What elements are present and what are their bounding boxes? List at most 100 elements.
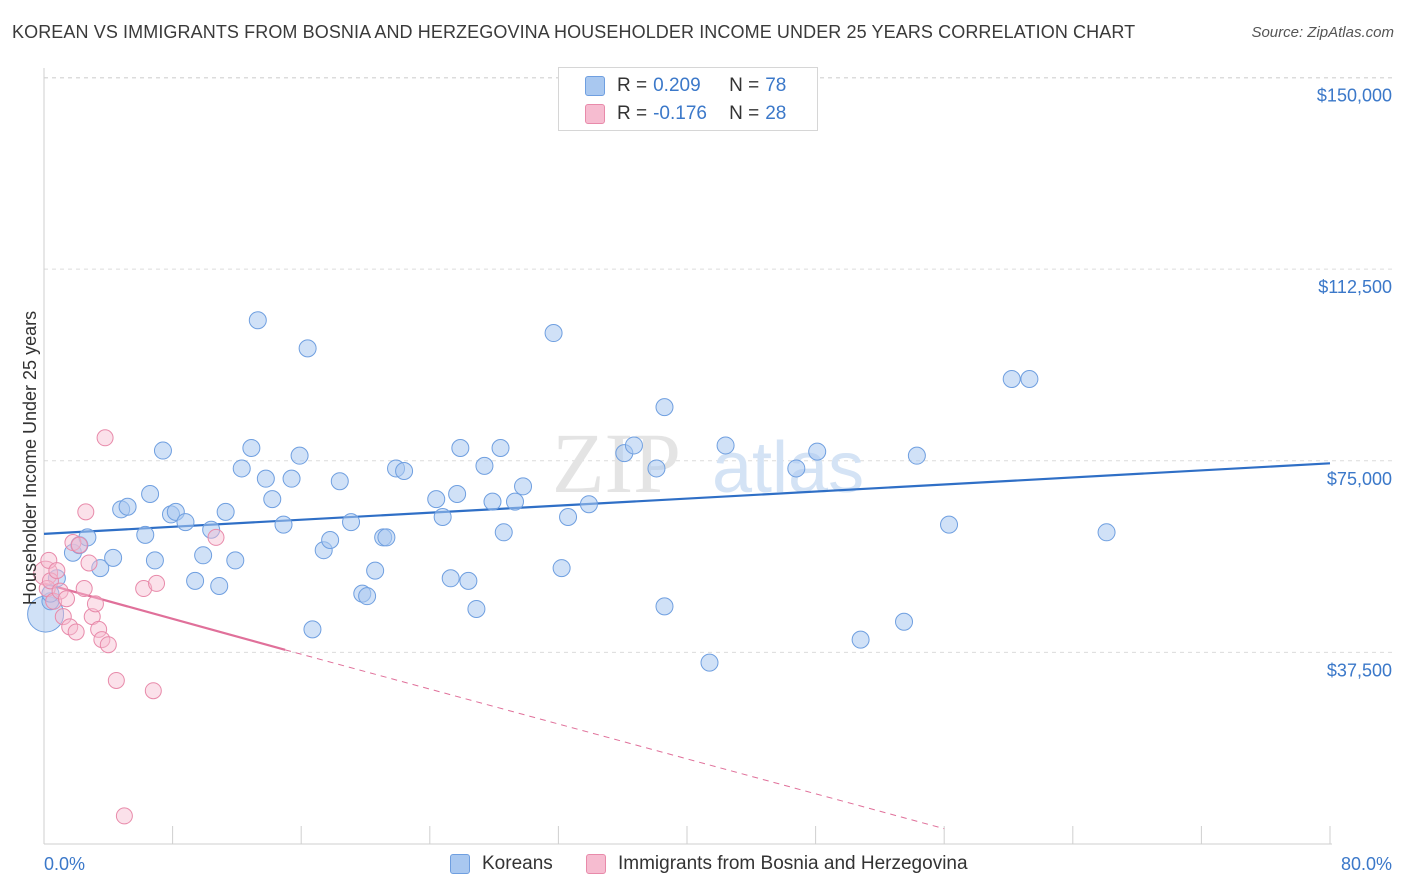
point-koreans	[330, 472, 349, 491]
bottom-legend-label-bosnia: Immigrants from Bosnia and Herzegovina	[618, 853, 968, 874]
point-koreans	[433, 507, 452, 526]
point-bosnia	[99, 636, 117, 654]
point-koreans	[176, 513, 195, 532]
legend-r-value: -0.176	[653, 103, 707, 124]
legend-row-koreans: R = 0.209 N = 78	[585, 74, 786, 98]
point-bosnia	[45, 592, 63, 610]
point-koreans	[303, 620, 322, 639]
point-bosnia	[96, 429, 114, 447]
point-koreans	[483, 492, 502, 511]
point-bosnia	[54, 608, 72, 626]
point-koreans	[194, 546, 213, 565]
x-tick-label-min: 0.0%	[44, 854, 85, 874]
point-koreans	[494, 523, 513, 542]
legend-row-bosnia: R = -0.176 N = 28	[585, 102, 786, 126]
y-tick-label: $112,500	[1318, 277, 1392, 297]
point-bosnia	[70, 536, 88, 554]
chart-title: KOREAN VS IMMIGRANTS FROM BOSNIA AND HER…	[12, 22, 1136, 42]
legend-r-value: 0.209	[653, 75, 701, 96]
point-koreans	[451, 439, 470, 457]
point-bosnia	[90, 620, 108, 638]
point-koreans	[153, 441, 172, 460]
point-bosnia	[58, 590, 76, 608]
trend-line-bosnia	[43, 582, 286, 651]
point-koreans	[579, 495, 598, 514]
point-koreans	[940, 515, 959, 534]
point-koreans	[716, 436, 735, 455]
legend-swatch-bosnia	[585, 104, 605, 124]
point-bosnia	[86, 595, 104, 613]
trend-line-bosnia-extension	[284, 649, 945, 830]
point-koreans	[907, 446, 926, 465]
point-koreans	[377, 528, 396, 547]
bottom-legend-label-koreans: Koreans	[482, 853, 553, 874]
y-tick-label: $75,000	[1327, 469, 1392, 489]
point-koreans	[448, 484, 467, 503]
point-bosnia	[115, 807, 133, 825]
point-koreans	[552, 559, 571, 578]
point-bosnia	[80, 554, 98, 572]
legend-n-value: 78	[765, 75, 787, 96]
point-koreans	[256, 469, 275, 488]
point-koreans	[700, 653, 719, 672]
points-layer	[27, 311, 1116, 825]
bottom-legend-swatch-koreans	[450, 854, 470, 874]
grid-layer	[44, 77, 1392, 653]
trend-line-koreans	[43, 462, 1331, 535]
point-koreans	[91, 559, 110, 578]
point-koreans	[895, 612, 914, 631]
point-koreans	[202, 520, 221, 539]
legend-n-label: N =	[729, 75, 760, 96]
point-koreans	[321, 530, 340, 549]
trend-layer	[43, 462, 1331, 830]
legend-swatch-koreans	[585, 76, 605, 96]
y-tick-label: $150,000	[1317, 86, 1392, 106]
point-koreans	[232, 459, 251, 478]
point-koreans	[226, 551, 245, 570]
legend-n-label: N =	[729, 103, 760, 124]
legend-r-label: R =	[617, 103, 648, 124]
point-koreans	[514, 477, 533, 496]
point-koreans	[1002, 370, 1021, 389]
point-bosnia	[207, 528, 225, 546]
bottom-legend-koreans: Koreans	[450, 852, 553, 876]
point-koreans	[395, 461, 414, 480]
point-bosnia	[75, 580, 93, 598]
point-koreans	[216, 502, 235, 521]
point-bosnia	[33, 560, 59, 586]
point-koreans	[491, 439, 510, 457]
point-bosnia	[67, 623, 85, 641]
correlation-legend: R = 0.209 N = 78 R = -0.176 N = 28	[558, 67, 818, 131]
point-koreans	[851, 630, 870, 649]
point-koreans	[505, 492, 524, 511]
point-koreans	[459, 571, 478, 590]
point-koreans	[141, 484, 160, 503]
point-koreans	[655, 597, 674, 616]
point-koreans	[145, 551, 164, 570]
point-koreans	[441, 569, 460, 588]
point-koreans	[242, 439, 261, 457]
point-koreans	[787, 459, 806, 478]
legend-r-label: R =	[617, 75, 648, 96]
point-koreans	[808, 442, 827, 461]
point-koreans	[282, 469, 301, 488]
point-koreans	[1097, 523, 1116, 542]
x-tick-label-max: 80.0%	[1341, 854, 1392, 874]
point-bosnia	[77, 503, 95, 521]
point-koreans	[366, 561, 385, 580]
point-koreans	[118, 497, 137, 516]
label-layer: $37,500 $75,000 $112,500 $150,000 0.0% 80.0%	[44, 86, 1392, 874]
point-koreans	[647, 459, 666, 478]
point-koreans	[624, 436, 643, 455]
y-axis-title: Householder Income Under 25 years	[20, 311, 40, 605]
bottom-legend-bosnia: Immigrants from Bosnia and Herzegovina	[586, 852, 968, 876]
point-koreans	[655, 398, 674, 417]
bottom-legend-swatch-bosnia	[586, 854, 606, 874]
point-koreans	[427, 490, 446, 509]
point-koreans	[274, 515, 293, 534]
point-koreans	[290, 446, 309, 465]
point-bosnia	[48, 562, 66, 580]
point-koreans	[467, 599, 486, 618]
legend-n-value: 28	[765, 103, 787, 124]
